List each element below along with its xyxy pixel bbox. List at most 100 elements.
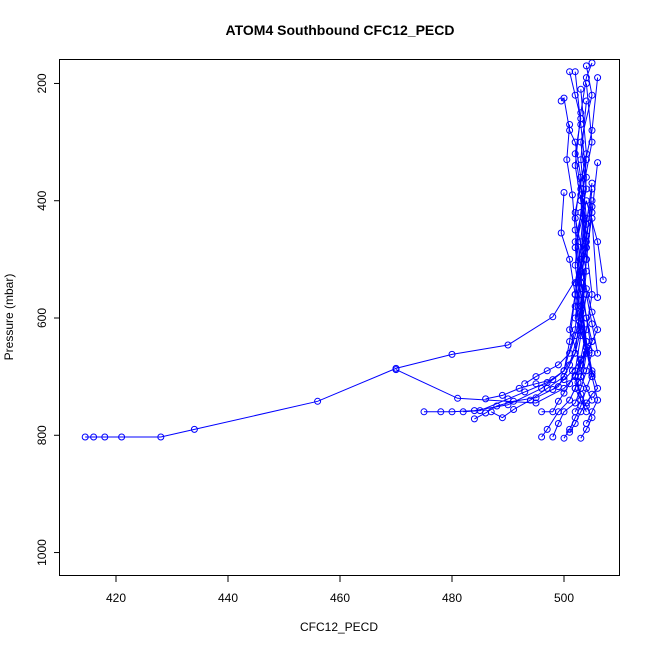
data-point bbox=[577, 396, 585, 404]
data-point bbox=[566, 428, 574, 436]
data-point bbox=[560, 376, 568, 384]
data-point bbox=[594, 294, 602, 301]
series-line bbox=[574, 194, 593, 439]
data-point bbox=[571, 349, 579, 357]
data-point bbox=[510, 406, 518, 413]
data-point bbox=[582, 291, 590, 298]
data-point bbox=[577, 173, 585, 181]
data-point bbox=[554, 420, 562, 427]
data-point bbox=[577, 255, 585, 263]
x-tick-label: 420 bbox=[106, 591, 126, 605]
data-point bbox=[532, 394, 540, 402]
data-point bbox=[101, 433, 109, 441]
data-point bbox=[560, 408, 568, 416]
data-point bbox=[571, 302, 579, 310]
data-point bbox=[543, 425, 551, 433]
data-point bbox=[568, 191, 576, 199]
data-point bbox=[566, 396, 574, 404]
series-line bbox=[474, 100, 587, 420]
data-point bbox=[521, 380, 529, 388]
data-point bbox=[594, 326, 602, 334]
data-point bbox=[571, 420, 579, 427]
x-axis-label: CFC12_PECD bbox=[300, 620, 378, 634]
y-axis-label: Pressure (mbar) bbox=[2, 274, 16, 361]
data-point bbox=[554, 361, 562, 369]
data-point bbox=[588, 91, 596, 99]
data-point bbox=[560, 94, 568, 102]
data-point bbox=[437, 408, 445, 416]
series-line bbox=[569, 71, 599, 354]
data-point bbox=[571, 91, 579, 99]
data-point bbox=[571, 214, 579, 222]
data-point bbox=[594, 384, 602, 392]
data-point bbox=[560, 389, 568, 397]
data-point bbox=[482, 395, 490, 403]
data-point bbox=[566, 380, 574, 388]
data-point bbox=[543, 367, 551, 375]
data-point bbox=[594, 238, 602, 246]
data-point bbox=[582, 420, 590, 427]
data-point bbox=[580, 214, 588, 222]
data-point bbox=[566, 361, 574, 369]
data-point bbox=[588, 308, 596, 316]
data-point bbox=[571, 332, 579, 340]
series-line bbox=[560, 97, 593, 377]
data-point bbox=[588, 373, 596, 381]
data-point bbox=[459, 408, 467, 416]
data-point bbox=[504, 395, 512, 403]
data-point bbox=[577, 308, 585, 316]
series-line bbox=[395, 65, 593, 404]
data-point bbox=[504, 341, 512, 349]
series-line bbox=[580, 162, 599, 424]
data-point bbox=[538, 433, 546, 441]
x-tick-label: 500 bbox=[554, 591, 574, 605]
data-point bbox=[594, 349, 602, 357]
data-point bbox=[580, 367, 588, 375]
y-tick-label: 200 bbox=[35, 73, 49, 93]
data-point bbox=[526, 396, 534, 404]
data-point bbox=[566, 326, 574, 334]
data-point bbox=[314, 397, 322, 405]
plot-points bbox=[81, 59, 607, 442]
data-point bbox=[577, 434, 585, 442]
data-point bbox=[532, 399, 540, 407]
data-point bbox=[566, 425, 574, 433]
data-point bbox=[582, 384, 590, 392]
data-point bbox=[577, 326, 585, 334]
data-point bbox=[190, 425, 198, 433]
data-point bbox=[554, 397, 562, 405]
data-point bbox=[594, 159, 602, 167]
data-point bbox=[582, 97, 590, 105]
y-tick-label: 600 bbox=[35, 308, 49, 328]
data-point bbox=[566, 338, 574, 345]
data-point bbox=[81, 433, 89, 441]
data-point bbox=[448, 350, 456, 358]
data-point bbox=[493, 402, 501, 410]
data-point bbox=[588, 320, 596, 328]
data-point bbox=[577, 356, 585, 364]
data-point bbox=[521, 388, 529, 396]
data-point bbox=[498, 391, 506, 399]
data-point bbox=[582, 220, 590, 228]
data-point bbox=[588, 126, 596, 134]
chart-title: ATOM4 Southbound CFC12_PECD bbox=[226, 22, 455, 38]
data-point bbox=[594, 74, 602, 82]
data-point bbox=[549, 433, 557, 441]
data-point bbox=[470, 415, 478, 423]
data-point bbox=[549, 386, 557, 393]
data-point bbox=[588, 370, 596, 378]
data-point bbox=[549, 313, 557, 321]
y-tick-label: 400 bbox=[35, 190, 49, 210]
data-point bbox=[582, 238, 590, 246]
data-point bbox=[563, 156, 571, 164]
data-point bbox=[571, 244, 579, 252]
data-point bbox=[510, 397, 518, 405]
data-point bbox=[571, 399, 579, 407]
data-point bbox=[515, 384, 523, 392]
data-point bbox=[571, 162, 579, 169]
data-point bbox=[566, 121, 574, 128]
data-point bbox=[582, 399, 590, 407]
data-point bbox=[588, 408, 596, 416]
data-point bbox=[577, 115, 585, 123]
